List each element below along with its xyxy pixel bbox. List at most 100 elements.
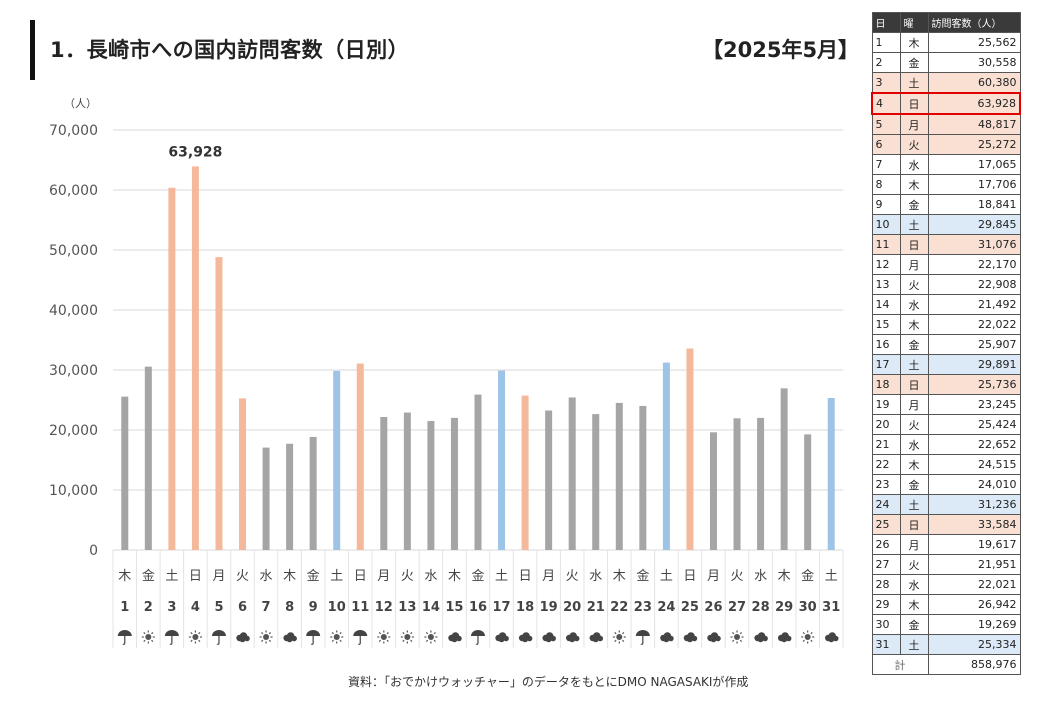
table-row: 14 水 21,492	[871, 294, 1021, 315]
table-cell-visitors: 19,269	[927, 614, 1021, 635]
table-row: 30 金 19,269	[871, 614, 1021, 635]
sun-icon	[188, 630, 202, 644]
table-cell-visitors: 30,558	[927, 52, 1021, 73]
table-cell-weekday: 土	[899, 354, 929, 375]
table-cell-day: 4	[871, 92, 901, 115]
table-cell-day: 17	[871, 354, 901, 375]
x-weekday-label: 水	[754, 569, 767, 584]
x-weekday-label: 火	[566, 569, 579, 584]
table-cell-weekday: 金	[899, 334, 929, 355]
bar-day-29	[780, 388, 788, 550]
bar-day-19	[545, 410, 553, 550]
x-weekday-label: 土	[660, 569, 673, 584]
bar-day-4	[191, 166, 199, 550]
table-cell-day: 18	[871, 374, 901, 395]
y-tick-label: 70,000	[49, 123, 98, 139]
x-day-label: 4	[191, 600, 200, 615]
bar-day-8	[286, 443, 294, 550]
x-day-label: 2	[144, 600, 153, 615]
table-cell-weekday: 月	[899, 394, 929, 415]
table-cell-weekday: 土	[899, 214, 929, 235]
header-visitors: 訪問客数（人）	[927, 12, 1021, 33]
x-day-label: 8	[285, 600, 294, 615]
table-cell-visitors: 25,424	[927, 414, 1021, 435]
table-cell-day: 24	[871, 494, 901, 515]
table-cell-visitors: 22,908	[927, 274, 1021, 295]
y-tick-label: 10,000	[49, 483, 98, 499]
bar-day-5	[215, 257, 223, 550]
x-day-label: 15	[445, 600, 463, 615]
x-weekday-label: 木	[613, 569, 626, 584]
umbrella-icon	[306, 630, 321, 645]
table-row: 8 木 17,706	[871, 174, 1021, 195]
table-cell-day: 6	[871, 134, 901, 155]
cloud-icon	[518, 632, 533, 643]
sun-icon	[730, 630, 744, 644]
x-weekday-label: 土	[495, 569, 508, 584]
x-day-label: 14	[422, 600, 440, 615]
y-tick-label: 40,000	[49, 303, 98, 319]
x-weekday-label: 日	[354, 569, 367, 584]
x-weekday-label: 水	[589, 569, 602, 584]
header-weekday: 曜	[899, 12, 929, 33]
table-cell-visitors: 33,584	[927, 514, 1021, 535]
table-cell-visitors: 29,891	[927, 354, 1021, 375]
table-cell-weekday: 日	[899, 234, 929, 255]
sun-icon	[141, 630, 155, 644]
y-tick-label: 50,000	[49, 243, 98, 259]
table-cell-weekday: 木	[899, 594, 929, 615]
x-weekday-label: 木	[448, 569, 461, 584]
table-cell-visitors: 25,907	[927, 334, 1021, 355]
table-cell-weekday: 土	[899, 72, 929, 94]
sun-icon	[400, 630, 414, 644]
umbrella-icon	[117, 630, 132, 645]
table-cell-day: 27	[871, 554, 901, 575]
table-cell-weekday: 日	[899, 92, 929, 115]
table-row: 19 月 23,245	[871, 394, 1021, 415]
sun-icon	[801, 630, 815, 644]
table-cell-visitors: 31,076	[927, 234, 1021, 255]
x-day-label: 25	[681, 600, 699, 615]
table-cell-day: 30	[871, 614, 901, 635]
table-cell-day: 1	[871, 32, 901, 53]
umbrella-icon	[353, 630, 368, 645]
x-day-label: 19	[540, 600, 558, 615]
table-cell-day: 31	[871, 634, 901, 655]
x-day-label: 29	[775, 600, 793, 615]
table-cell-day: 16	[871, 334, 901, 355]
bar-day-31	[827, 397, 835, 550]
umbrella-icon	[164, 630, 179, 645]
y-tick-label: 20,000	[49, 423, 98, 439]
table-cell-day: 21	[871, 434, 901, 455]
table-row: 21 水 22,652	[871, 434, 1021, 455]
table-header-row: 日 曜 訪問客数（人）	[871, 12, 1021, 33]
table-cell-day: 15	[871, 314, 901, 335]
table-row: 27 火 21,951	[871, 554, 1021, 575]
table-row: 26 月 19,617	[871, 534, 1021, 555]
x-day-label: 20	[563, 600, 581, 615]
x-day-label: 18	[516, 600, 534, 615]
table-row: 25 日 33,584	[871, 514, 1021, 535]
table-row: 12 月 22,170	[871, 254, 1021, 275]
table-cell-visitors: 17,706	[927, 174, 1021, 195]
table-cell-weekday: 金	[899, 474, 929, 495]
bar-day-25	[686, 348, 694, 550]
table-cell-weekday: 木	[899, 454, 929, 475]
source-note: 資料：「おでかけウォッチャー」のデータをもとにDMO NAGASAKIが作成	[348, 675, 749, 689]
table-cell-weekday: 水	[899, 154, 929, 175]
table-cell-weekday: 火	[899, 134, 929, 155]
sun-icon	[377, 630, 391, 644]
bar-day-9	[309, 436, 317, 550]
x-day-label: 13	[398, 600, 416, 615]
bar-day-17	[498, 370, 506, 550]
table-cell-weekday: 木	[899, 174, 929, 195]
y-unit-label: （人）	[64, 97, 97, 110]
x-weekday-label: 金	[636, 568, 649, 584]
x-weekday-label: 月	[542, 569, 555, 584]
bar-day-10	[333, 370, 341, 550]
x-weekday-label: 月	[707, 569, 720, 584]
table-cell-visitors: 18,841	[927, 194, 1021, 215]
table-cell-weekday: 土	[899, 494, 929, 515]
table-total-value: 858,976	[927, 654, 1021, 675]
table-cell-visitors: 19,617	[927, 534, 1021, 555]
